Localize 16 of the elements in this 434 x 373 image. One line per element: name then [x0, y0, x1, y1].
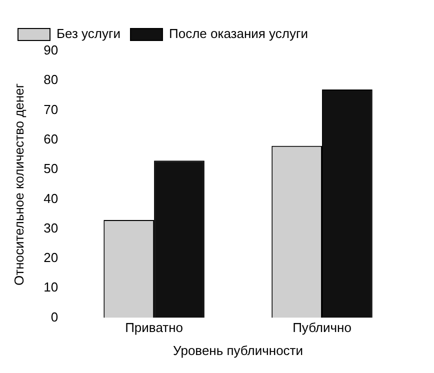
- legend-label: Без услуги: [56, 26, 120, 42]
- y-tick-label: 50: [44, 161, 58, 176]
- x-tick-label: Публично: [292, 320, 352, 336]
- y-tick-label: 80: [44, 72, 58, 88]
- y-tick-label: 30: [44, 220, 58, 236]
- y-tick-label: 90: [44, 42, 58, 58]
- x-axis-title: Уровень публичности: [173, 342, 304, 358]
- y-tick-label: 20: [44, 250, 58, 266]
- y-tick-label: 70: [44, 102, 58, 117]
- y-tick-label: 0: [50, 309, 58, 324]
- legend-label: После оказания услуги: [168, 26, 308, 42]
- y-tick-label: 60: [44, 132, 58, 147]
- y-tick-label: 10: [44, 280, 58, 295]
- y-tick-label: 40: [44, 190, 58, 206]
- x-tick-label: Приватно: [125, 320, 183, 336]
- y-axis-title: Относительное количество денег: [11, 83, 26, 286]
